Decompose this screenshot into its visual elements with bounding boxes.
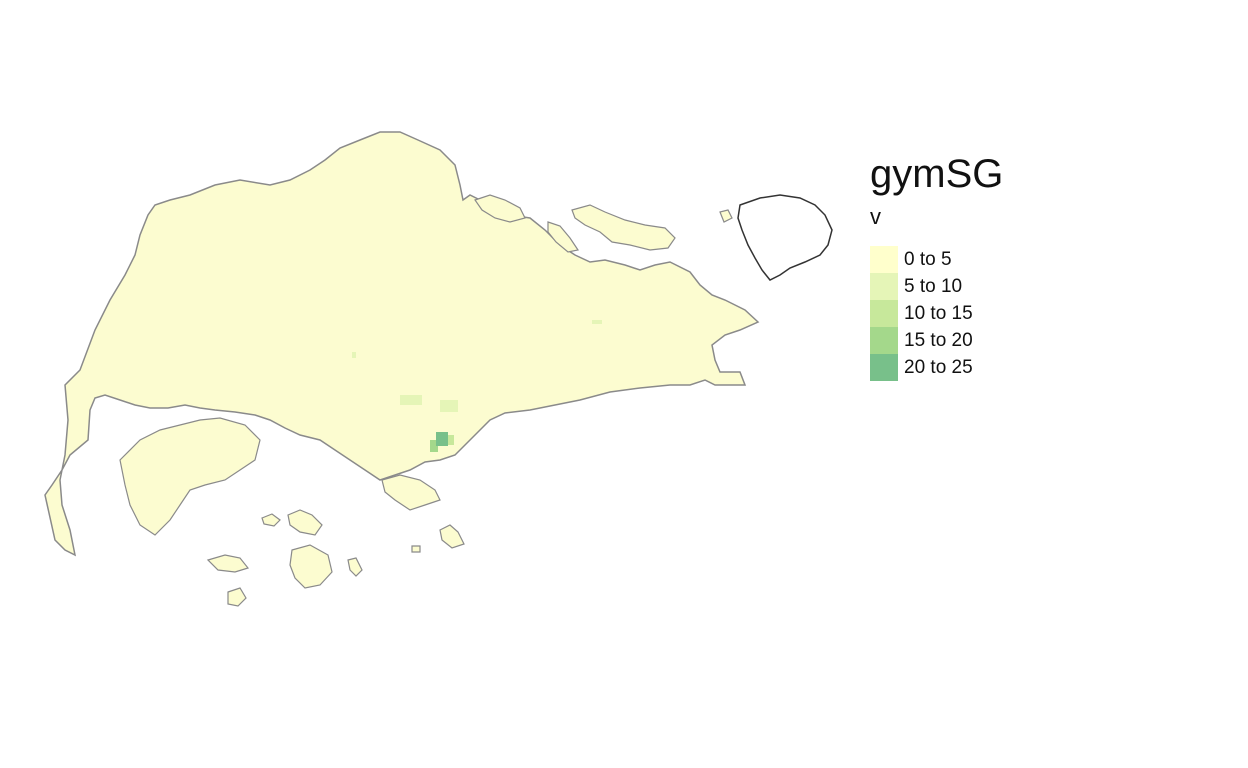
legend-item: 0 to 5 (870, 246, 1130, 273)
hotspot-cell (448, 435, 454, 445)
map-legend: gymSG v 0 to 5 5 to 10 10 to 15 15 to 20 20 … (870, 150, 1130, 381)
hotspot-cell (352, 352, 356, 358)
legend-label: 20 to 25 (904, 356, 973, 378)
map-title: gymSG (870, 152, 1004, 196)
hotspot-cell (430, 440, 438, 452)
island-south-3 (287, 509, 323, 536)
legend-label: 0 to 5 (904, 248, 952, 270)
island-south-6 (439, 524, 465, 549)
island-south-8 (411, 545, 421, 553)
island-south-7 (347, 557, 363, 577)
legend-swatch (870, 354, 898, 381)
legend-variable-label: v (870, 204, 881, 229)
legend-swatch (870, 273, 898, 300)
island-tekong-outline (737, 194, 833, 281)
legend-label: 5 to 10 (904, 275, 963, 297)
main-island (44, 131, 760, 557)
islet-outline (719, 209, 733, 223)
island-south-5 (227, 587, 247, 607)
legend-swatch (870, 246, 898, 273)
hotspot-cell (440, 400, 458, 412)
island-sentosa (381, 474, 441, 511)
legend-item: 5 to 10 (870, 273, 1130, 300)
island-south-2 (206, 554, 250, 573)
legend-label: 15 to 20 (904, 329, 973, 351)
legend-swatch (870, 327, 898, 354)
hotspot-cell (592, 320, 602, 324)
island-south-1 (289, 544, 333, 589)
hotspot-cell (436, 432, 448, 446)
legend-label: 10 to 15 (904, 302, 973, 324)
island-tiny-north (547, 221, 579, 253)
hotspot-cell (400, 395, 422, 405)
legend-item: 10 to 15 (870, 300, 1130, 327)
island-jurong (119, 417, 261, 536)
legend-items: 0 to 5 5 to 10 10 to 15 15 to 20 20 to 25 (870, 246, 1130, 381)
legend-item: 20 to 25 (870, 354, 1130, 381)
island-ubin (571, 204, 676, 251)
island-south-4 (261, 513, 281, 527)
legend-item: 15 to 20 (870, 327, 1130, 354)
legend-swatch (870, 300, 898, 327)
island-small-north (474, 194, 526, 223)
